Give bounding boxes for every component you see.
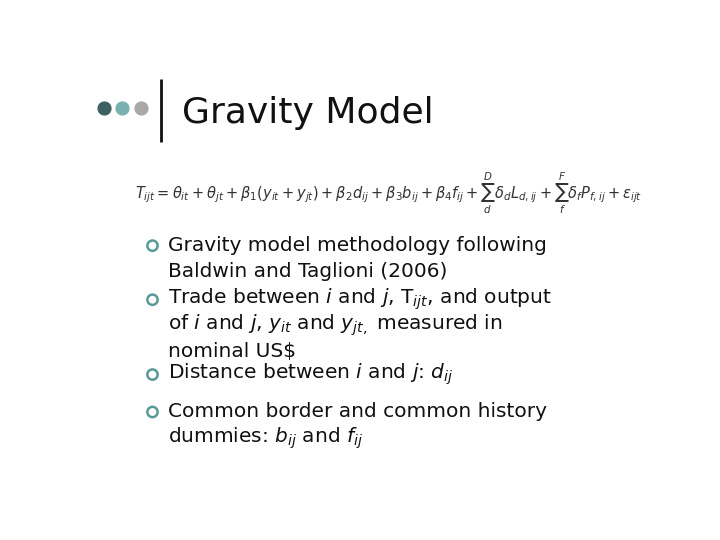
Point	[147, 295, 158, 304]
Text: Common border and common history: Common border and common history	[168, 402, 547, 422]
Text: of $i$ and $j$, $y_{it}$ and $y_{jt,}$ measured in: of $i$ and $j$, $y_{it}$ and $y_{jt,}$ m…	[168, 313, 503, 338]
Text: Trade between $i$ and $j$, T$_{ijt}$, and output: Trade between $i$ and $j$, T$_{ijt}$, an…	[168, 287, 552, 313]
Text: Gravity model methodology following: Gravity model methodology following	[168, 236, 547, 255]
Text: Distance between $i$ and $j$: $d_{ij}$: Distance between $i$ and $j$: $d_{ij}$	[168, 362, 454, 387]
Point	[98, 104, 109, 113]
Point	[135, 104, 147, 113]
Point	[147, 241, 158, 250]
Point	[117, 104, 128, 113]
Text: Baldwin and Taglioni (2006): Baldwin and Taglioni (2006)	[168, 262, 448, 281]
Point	[147, 408, 158, 416]
Text: dummies: $b_{ij}$ and $f_{ij}$: dummies: $b_{ij}$ and $f_{ij}$	[168, 425, 363, 450]
Text: Gravity Model: Gravity Model	[182, 96, 433, 130]
Text: $T_{ijt} = \theta_{it} + \theta_{jt} + \beta_1\left(y_{it} + y_{jt}\right) + \be: $T_{ijt} = \theta_{it} + \theta_{jt} + \…	[135, 171, 642, 217]
Text: nominal US$: nominal US$	[168, 342, 296, 361]
Point	[147, 370, 158, 379]
